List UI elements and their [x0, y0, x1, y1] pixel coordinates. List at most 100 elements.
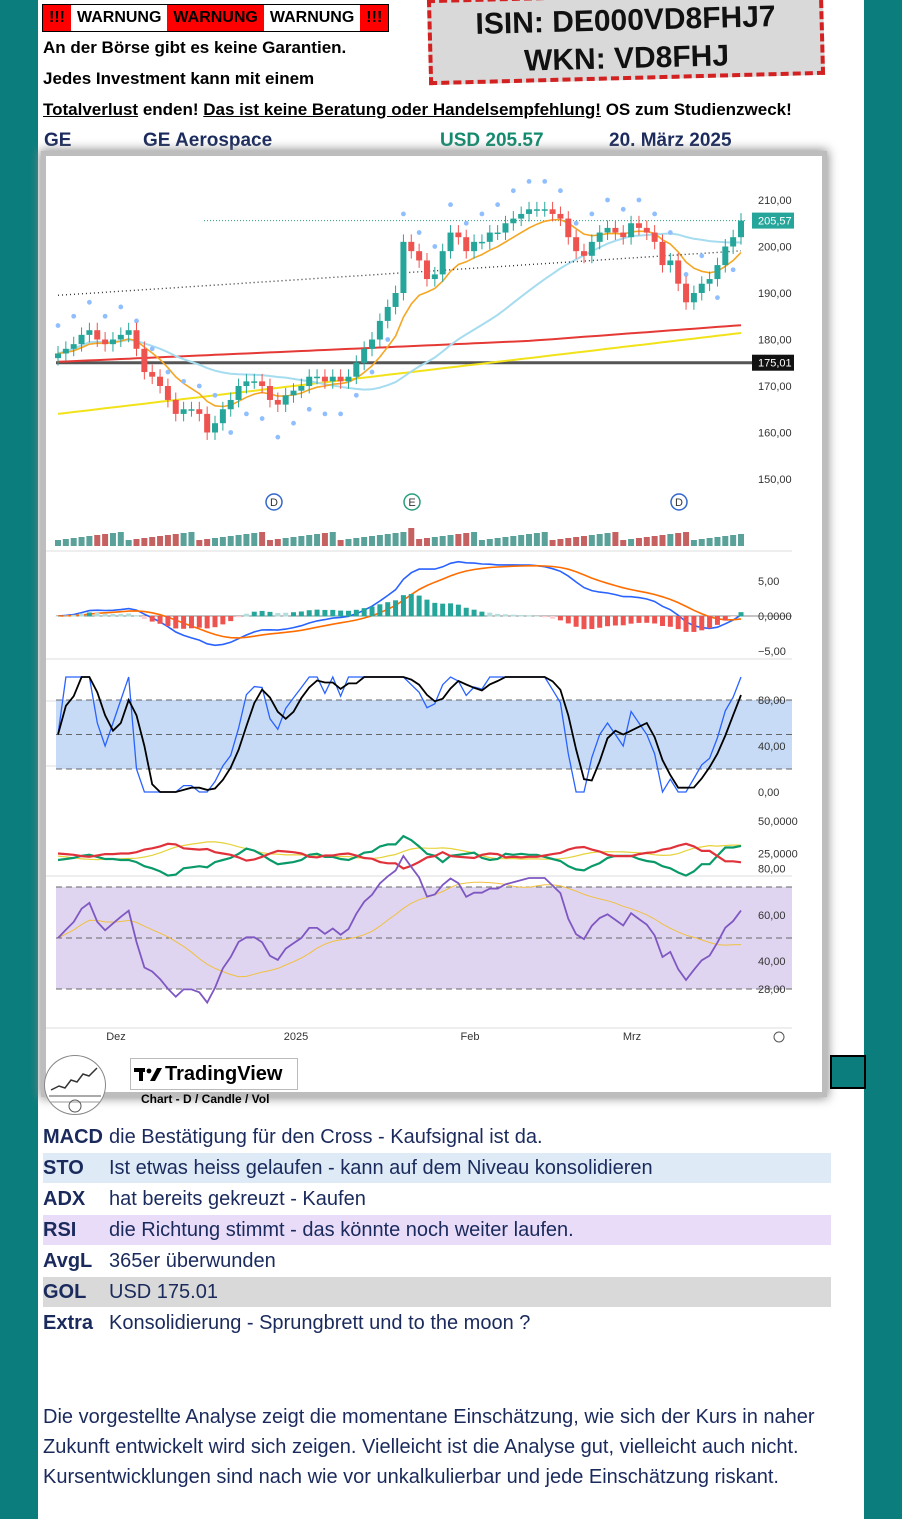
analysis-row: GOL USD 175.01 — [43, 1277, 831, 1307]
disclaimer-emphasis: Totalverlust — [43, 100, 139, 119]
sar-dot — [620, 206, 626, 212]
volume-bar — [659, 535, 666, 546]
volume-bar — [463, 533, 470, 546]
volume-bar — [235, 535, 242, 546]
analysis-value: Ist etwas heiss gelaufen - kann auf dem … — [109, 1156, 653, 1179]
volume-bar — [478, 540, 485, 546]
analysis-key: MACD — [43, 1125, 103, 1148]
price-axis-tick: 190,00 — [758, 288, 792, 300]
candle-body — [227, 399, 234, 410]
volume-bar — [612, 532, 619, 546]
volume-bar — [518, 535, 525, 546]
volume-bar — [329, 532, 336, 546]
volume-bar — [596, 534, 603, 546]
candle-body — [738, 220, 744, 238]
sar-dot — [196, 383, 202, 389]
candle-body — [204, 413, 211, 433]
candle-body — [526, 209, 533, 214]
macd-histogram-bar — [612, 616, 618, 626]
sar-dot — [338, 411, 344, 417]
sar-dot — [715, 295, 720, 301]
sar-dot — [118, 304, 124, 310]
macd-histogram-bar — [173, 616, 179, 629]
macd-histogram-bar — [330, 609, 336, 617]
candle-body — [133, 330, 140, 349]
candle-body — [557, 213, 564, 219]
sar-dot — [573, 220, 579, 226]
volume-bar — [298, 536, 305, 546]
volume-bar — [683, 532, 690, 546]
candle-body — [423, 260, 430, 280]
settings-gear-icon — [773, 1031, 785, 1043]
last-price-label: 205,57 — [758, 216, 792, 228]
event-marker-label: D — [270, 497, 278, 509]
candle-body — [235, 386, 242, 400]
sar-dot — [605, 197, 610, 203]
macd-histogram-bar — [236, 616, 242, 618]
candle-body — [706, 279, 713, 284]
volume-bar — [149, 537, 156, 546]
candle-body — [55, 353, 61, 359]
sar-dot — [479, 211, 485, 217]
candle-body — [361, 348, 368, 363]
footer-line-1: Die vorgestellte Analyse zeigt die momen… — [43, 1406, 815, 1428]
macd-histogram-bar — [71, 614, 77, 617]
sar-dot — [558, 188, 563, 194]
macd-signal-line — [57, 564, 742, 639]
candle-body — [196, 409, 203, 414]
macd-histogram-bar — [400, 595, 406, 617]
warning-label: WARNUNG — [263, 5, 361, 31]
sar-dot — [181, 378, 187, 384]
volume-bar — [549, 540, 556, 546]
macd-histogram-bar — [683, 616, 689, 632]
adx-di-minus-line — [57, 842, 742, 870]
volume-bar — [690, 540, 697, 546]
sto-axis-tick: 40,00 — [758, 741, 786, 753]
volume-bar — [125, 540, 132, 546]
macd-histogram-bar — [267, 611, 273, 617]
adx-axis-tick: 50,0000 — [758, 816, 798, 828]
sar-dot — [259, 416, 265, 421]
volume-bar — [486, 539, 493, 546]
warning-label: WARNUNG — [70, 5, 168, 31]
candle-body — [730, 237, 737, 247]
macd-histogram-bar — [259, 610, 265, 617]
macd-histogram-bar — [487, 612, 493, 617]
macd-histogram-bar — [722, 616, 728, 621]
rsi-axis-tick: 60,00 — [758, 910, 786, 922]
candle-body — [541, 209, 548, 211]
volume-bar — [714, 537, 721, 546]
sto-axis-tick: 80,00 — [758, 695, 786, 707]
candle-body — [659, 241, 666, 266]
macd-histogram-bar — [228, 616, 234, 622]
sar-dot — [322, 411, 328, 417]
candle-body — [612, 227, 619, 233]
macd-histogram-bar — [738, 612, 744, 617]
macd-histogram-bar — [463, 607, 469, 617]
candle-body — [478, 241, 485, 244]
macd-histogram-bar — [557, 616, 563, 621]
candle-body — [635, 223, 642, 228]
analysis-key: RSI — [43, 1218, 77, 1241]
price-axis-tick: 160,00 — [758, 428, 792, 440]
volume-bar — [212, 538, 219, 546]
macd-histogram-bar — [338, 610, 344, 617]
sar-dot — [228, 430, 234, 435]
analysis-row: Extra Konsolidierung - Sprungbrett und to… — [43, 1308, 831, 1338]
volume-bar — [738, 534, 744, 546]
candle-body — [628, 223, 635, 238]
volume-bar — [321, 533, 328, 546]
macd-histogram-bar — [550, 616, 556, 619]
volume-bar — [628, 539, 635, 546]
sar-dot — [510, 188, 516, 194]
volume-bar — [455, 534, 462, 546]
volume-bar — [573, 537, 580, 546]
volume-bar — [290, 537, 297, 546]
macd-histogram-bar — [63, 615, 69, 617]
candle-body — [345, 376, 352, 382]
macd-histogram-bar — [181, 616, 187, 629]
volume-bar — [353, 538, 360, 546]
volume-bar — [274, 539, 281, 546]
volume-bar — [502, 537, 509, 546]
volume-bar — [722, 536, 729, 546]
